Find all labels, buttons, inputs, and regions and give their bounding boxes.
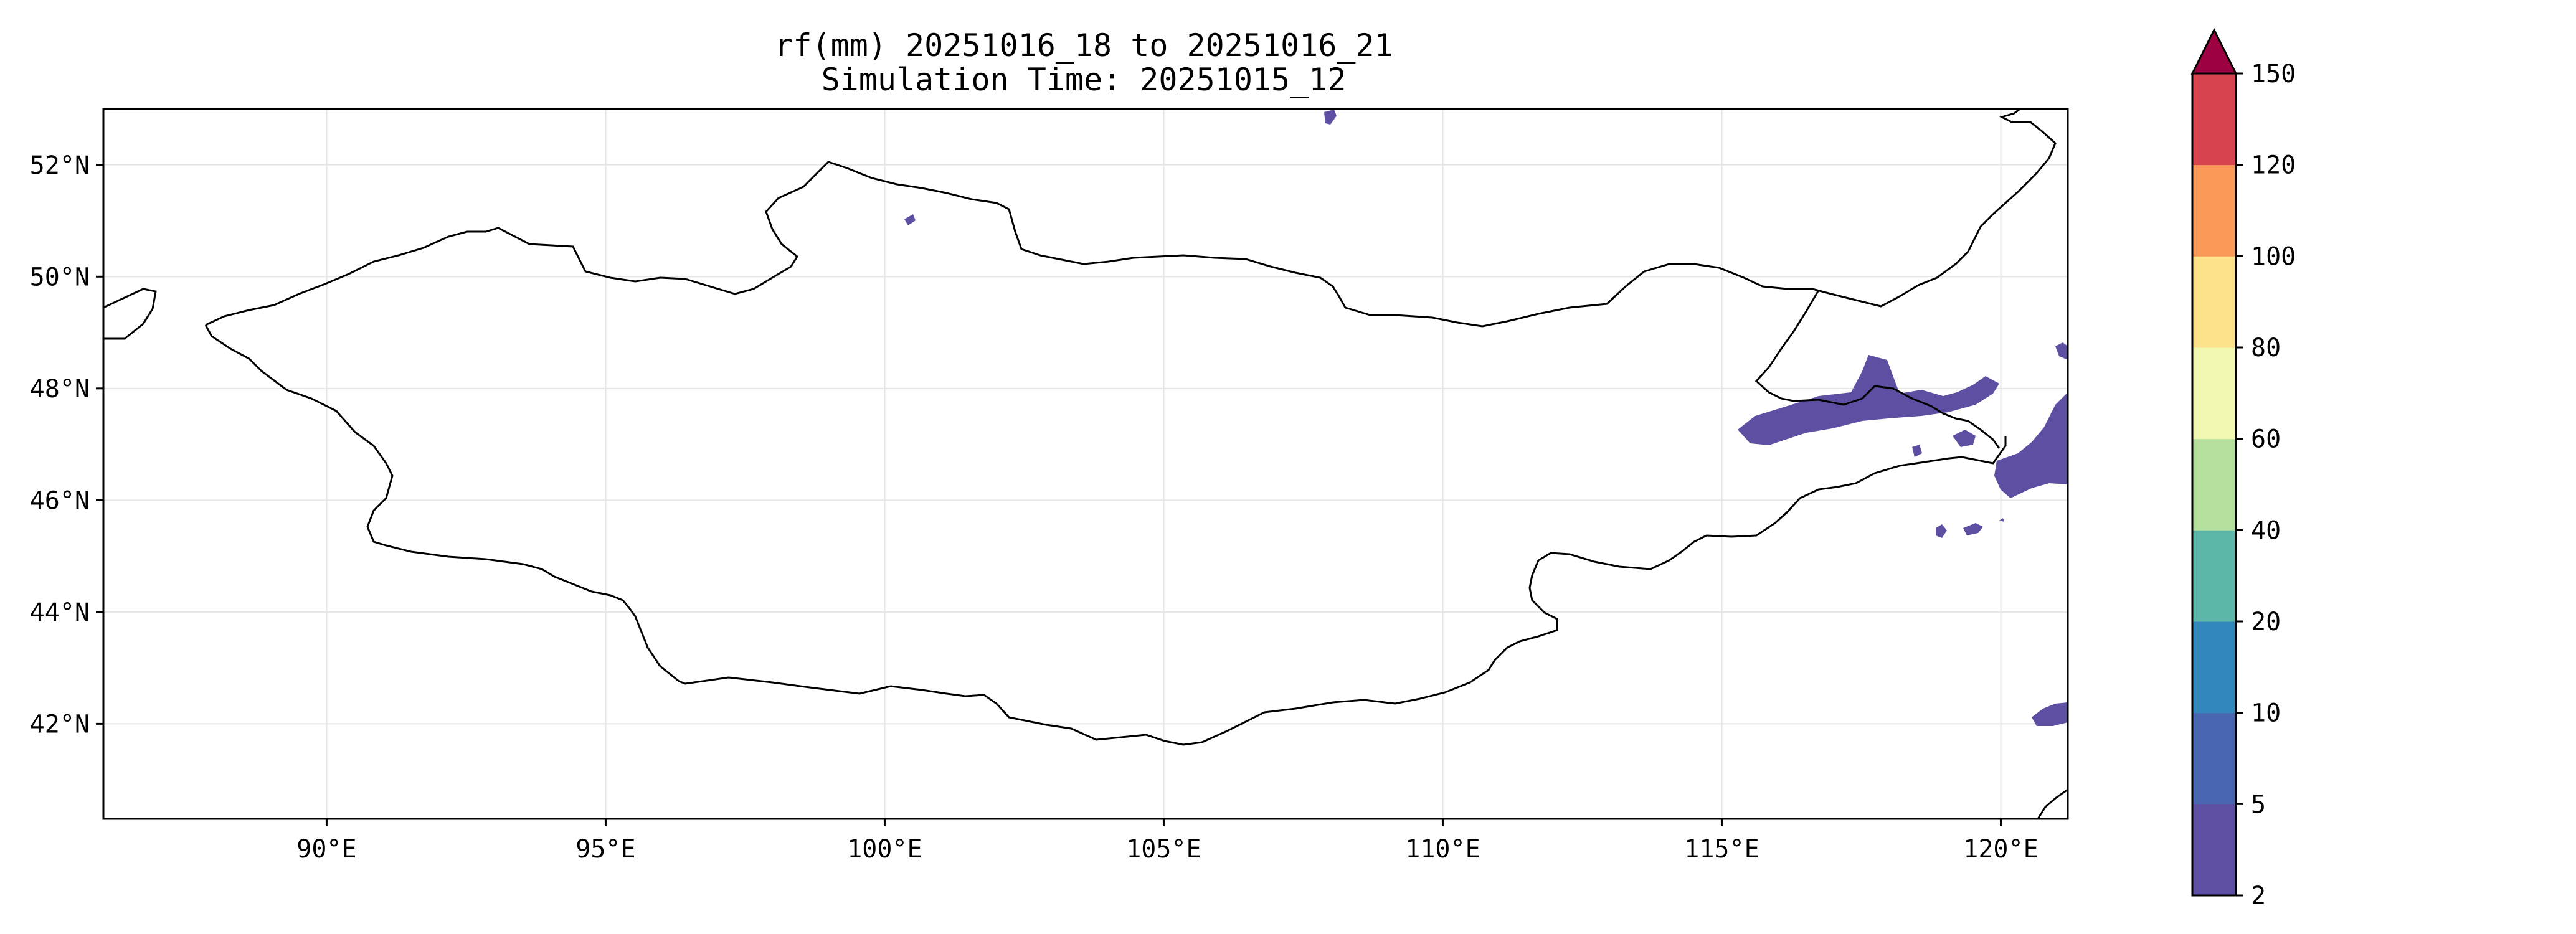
- map-panel: 90°E 95°E 100°E 105°E 110°E 115°E 120°E 52°N 50…: [30, 108, 2069, 864]
- figure-title-line1: rf(mm) 20251016_18 to 20251016_21: [774, 27, 1393, 64]
- rain-area-small-1: [1936, 524, 1947, 538]
- map-background: [103, 109, 2068, 819]
- colorbar-tick-label: 120: [2251, 151, 2296, 180]
- y-tick-label: 50°N: [30, 263, 90, 291]
- rain-area-small-2: [1963, 523, 1983, 535]
- colorbar-band: [2192, 164, 2236, 257]
- colorbar-tick-label: 10: [2251, 699, 2281, 728]
- colorbar-tick-label: 60: [2251, 425, 2281, 454]
- rain-area-right-edge: [1994, 392, 2068, 498]
- x-tick-label: 95°E: [575, 835, 635, 864]
- rain-area-small-east: [1953, 430, 1976, 447]
- y-axis-ticks: 52°N 50°N 48°N 46°N 44°N 42°N: [30, 151, 103, 738]
- colorbar-band: [2192, 73, 2236, 166]
- x-tick-label: 90°E: [296, 835, 356, 864]
- colorbar-tick-label: 100: [2251, 242, 2296, 271]
- x-axis-ticks: 90°E 95°E 100°E 105°E 110°E 115°E 120°E: [296, 819, 2039, 864]
- colorbar-tick-label: 5: [2251, 790, 2266, 819]
- colorbar-band: [2192, 621, 2236, 714]
- russia-border-west: [103, 288, 157, 340]
- rain-area-north-top: [1324, 110, 1337, 125]
- colorbar-frame: [2191, 72, 2237, 897]
- rain-area-tiny: [1999, 518, 2004, 522]
- colorbar-band: [2192, 347, 2236, 440]
- mongolia-border: [205, 108, 2057, 328]
- x-tick-label: 120°E: [1963, 835, 2038, 864]
- rain-area-southeast-edge: [2032, 702, 2068, 726]
- x-tick-label: 105°E: [1126, 835, 1201, 864]
- colorbar-band: [2192, 438, 2236, 531]
- colorbar-tick-label: 40: [2251, 516, 2281, 545]
- colorbar-extend-arrow: [2190, 27, 2238, 75]
- colorbar: 2 5 10 20 40 60 80 100 120 150: [2190, 27, 2296, 910]
- y-tick-label: 48°N: [30, 375, 90, 403]
- map-gridlines: [103, 109, 2068, 819]
- x-tick-label: 115°E: [1684, 835, 1759, 864]
- colorbar-tick-label: 20: [2251, 608, 2281, 636]
- colorbar-tick-label: 80: [2251, 334, 2281, 362]
- x-tick-label: 100°E: [847, 835, 922, 864]
- rain-area-edge-spot: [2055, 342, 2068, 360]
- colorbar-tick-label: 2: [2251, 882, 2266, 910]
- rain-area-small-3: [1912, 445, 1922, 457]
- y-tick-label: 46°N: [30, 486, 90, 515]
- map-frame: [102, 108, 2069, 820]
- colorbar-band: [2192, 256, 2236, 348]
- rain-area-north-small: [904, 214, 916, 225]
- x-tick-label: 110°E: [1405, 835, 1480, 864]
- y-tick-label: 44°N: [30, 598, 90, 627]
- y-tick-label: 52°N: [30, 151, 90, 180]
- colorbar-band: [2192, 530, 2236, 622]
- china-russia-border-northeast: [1754, 290, 2001, 449]
- rain-area-northeast-band: [1738, 355, 1999, 445]
- rainfall-areas: [904, 110, 2068, 726]
- y-tick-label: 42°N: [30, 710, 90, 738]
- coast-southeast-edge: [2037, 788, 2068, 819]
- colorbar-tick-label: 150: [2251, 60, 2296, 88]
- figure-title-line2: Simulation Time: 20251015_12: [822, 62, 1347, 98]
- colorbar-band: [2192, 804, 2236, 896]
- colorbar-band: [2192, 712, 2236, 804]
- mongolia-border-south: [204, 324, 2007, 746]
